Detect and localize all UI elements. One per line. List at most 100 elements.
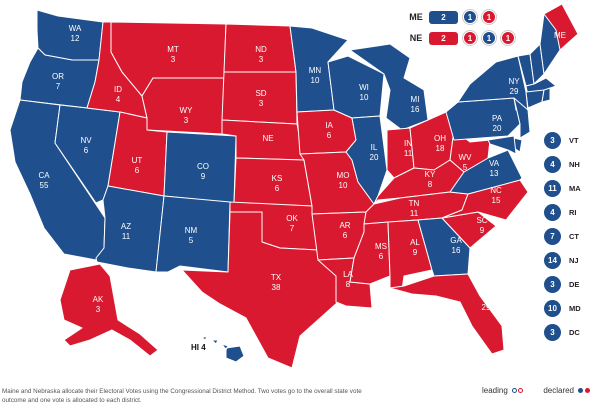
label-NM: NM 5: [185, 226, 198, 245]
small-states-list: 3 VT 4 NH 11 MA 4 RI 7 CT 14 NJ 3 DE 10 MD 3 DC: [544, 128, 587, 344]
label-OR: OR 7: [52, 72, 64, 91]
legend-leading-red-dot: [518, 388, 524, 393]
label-ND: ND 3: [255, 45, 267, 64]
small-state-row[interactable]: 4 RI: [544, 200, 587, 224]
small-state-ev: 3: [544, 323, 561, 341]
state-ME-district[interactable]: [543, 3, 579, 51]
split-state-abbr: ME: [409, 12, 423, 22]
split-district-circle: 1: [482, 10, 496, 24]
split-district-circle: 1: [463, 10, 477, 24]
small-state-ev: 10: [544, 299, 561, 317]
label-VA: VA 13: [489, 159, 500, 178]
label-MI: MI 16: [411, 95, 420, 114]
label-WV: WV 5: [459, 153, 473, 172]
label-OK: OK 7: [286, 214, 298, 233]
label-KS: KS 6: [272, 174, 283, 193]
label-WI: WI 10: [359, 83, 369, 102]
state-NJ[interactable]: [513, 97, 531, 139]
state-AK[interactable]: [59, 263, 159, 357]
label-TN: TN 11: [409, 199, 420, 218]
state-CT[interactable]: [525, 89, 545, 109]
label-GA: GA 16: [450, 236, 462, 255]
label-ID: ID 4: [114, 85, 122, 104]
legend-leading-blue-dot: [511, 388, 517, 393]
small-state-abbr: VT: [569, 135, 579, 145]
label-MN: MN 10: [309, 66, 322, 85]
state-IL[interactable]: [345, 115, 388, 205]
small-state-row[interactable]: 7 CT: [544, 224, 587, 248]
label-UT: UT 6: [132, 156, 143, 175]
small-state-row[interactable]: 3 VT: [544, 128, 587, 152]
split-row-me: ME 2 1 1: [408, 10, 496, 24]
legend-declared-blue-dot: [578, 388, 583, 393]
legend: leading declared: [482, 386, 590, 395]
label-NY: NY 29: [508, 77, 520, 96]
label-MO: MO 10: [337, 171, 350, 190]
label-AK: AK 3: [93, 295, 104, 314]
legend-declared-red-dot: [584, 388, 590, 393]
state-SD[interactable]: [221, 71, 298, 125]
label-MT: MT 3: [167, 45, 179, 64]
split-statewide-box: 2: [429, 31, 458, 45]
label-ME: ME: [554, 31, 566, 40]
small-state-ev: 3: [544, 275, 561, 293]
small-state-abbr: DE: [569, 279, 580, 289]
small-state-row[interactable]: 4 NH: [544, 152, 587, 176]
label-CA: CA 55: [38, 171, 50, 190]
label-MS: MS 6: [375, 242, 387, 261]
label-HI: HI 4: [191, 343, 206, 352]
small-state-ev: 7: [544, 227, 561, 245]
label-IN: IN 11: [404, 139, 413, 158]
state-RI[interactable]: [541, 87, 551, 103]
small-state-abbr: MA: [569, 183, 581, 193]
small-state-abbr: RI: [569, 207, 577, 217]
split-state-abbr: NE: [409, 33, 423, 43]
small-state-ev: 4: [544, 203, 561, 221]
label-TX: TX 38: [271, 273, 282, 292]
state-PA[interactable]: [445, 97, 521, 141]
label-IA: IA 6: [325, 121, 333, 140]
label-NE: NE: [262, 134, 273, 143]
small-state-row[interactable]: 3 DE: [544, 272, 587, 296]
state-MD[interactable]: [487, 135, 517, 155]
state-HI[interactable]: [201, 335, 245, 363]
state-FL[interactable]: [389, 273, 505, 355]
label-KY: KY 8: [425, 170, 436, 189]
small-state-ev: 11: [544, 179, 561, 197]
label-CO: CO 9: [197, 162, 209, 181]
label-AL: AL 9: [410, 238, 420, 257]
label-NC: NC 15: [490, 186, 502, 205]
legend-leading-label: leading: [482, 386, 508, 395]
small-state-ev: 4: [544, 155, 561, 173]
label-WY: WY 3: [180, 106, 194, 125]
legend-declared-label: declared: [543, 386, 574, 395]
label-NV: NV 6: [80, 136, 92, 155]
small-state-abbr: CT: [569, 231, 579, 241]
split-district-circle: 1: [463, 31, 477, 45]
small-state-abbr: NJ: [569, 255, 579, 265]
small-state-row[interactable]: 3 DC: [544, 320, 587, 344]
footnote: Maine and Nebraska allocate their Electo…: [2, 388, 362, 404]
label-AR: AR 6: [339, 221, 350, 240]
label-IL: IL 20: [370, 143, 379, 162]
small-state-abbr: NH: [569, 159, 580, 169]
small-state-abbr: MD: [569, 303, 581, 313]
label-OH: OH 18: [434, 134, 446, 153]
small-state-row[interactable]: 10 MD: [544, 296, 587, 320]
split-district-circle: 1: [482, 31, 496, 45]
split-row-ne: NE 2 1 1 1: [408, 31, 515, 45]
small-state-ev: 3: [544, 131, 561, 149]
label-PA: PA 20: [492, 114, 503, 133]
small-state-row[interactable]: 11 MA: [544, 176, 587, 200]
label-AZ: AZ 11: [121, 222, 131, 241]
small-state-ev: 14: [544, 251, 561, 269]
split-statewide-box: 2: [429, 10, 458, 24]
state-TX[interactable]: [181, 211, 339, 369]
label-WA: WA 12: [69, 24, 82, 43]
label-SD: SD 3: [255, 89, 266, 108]
split-district-circle: 1: [501, 31, 515, 45]
label-SC: SC 9: [476, 216, 487, 235]
label-FL: FL 29: [481, 293, 491, 312]
small-state-row[interactable]: 14 NJ: [544, 248, 587, 272]
